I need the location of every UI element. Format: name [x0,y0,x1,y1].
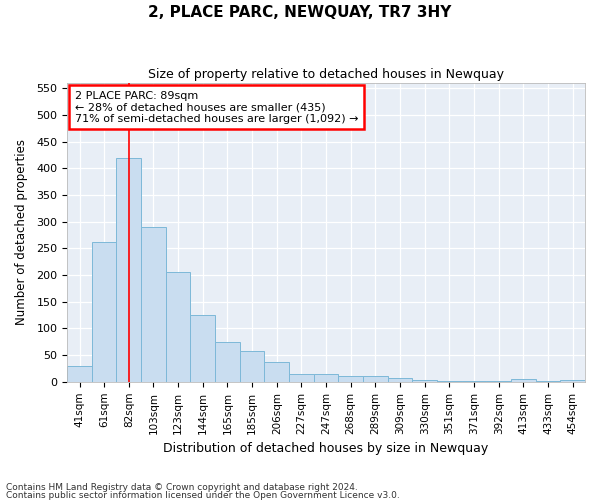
Bar [560,380,585,382]
Bar [437,381,462,382]
Bar [116,158,141,382]
Bar [166,272,190,382]
Text: Contains public sector information licensed under the Open Government Licence v3: Contains public sector information licen… [6,490,400,500]
Text: Contains HM Land Registry data © Crown copyright and database right 2024.: Contains HM Land Registry data © Crown c… [6,484,358,492]
Bar [338,376,363,382]
Title: Size of property relative to detached houses in Newquay: Size of property relative to detached ho… [148,68,504,80]
Bar [240,352,265,382]
Bar [412,380,437,382]
Bar [67,366,92,382]
Bar [388,378,412,382]
Y-axis label: Number of detached properties: Number of detached properties [15,140,28,326]
Bar [511,379,536,382]
Bar [215,342,240,382]
Bar [92,242,116,382]
Bar [190,314,215,382]
Bar [265,362,289,382]
Text: 2, PLACE PARC, NEWQUAY, TR7 3HY: 2, PLACE PARC, NEWQUAY, TR7 3HY [148,5,452,20]
Bar [363,376,388,382]
Bar [141,227,166,382]
Text: 2 PLACE PARC: 89sqm
← 28% of detached houses are smaller (435)
71% of semi-detac: 2 PLACE PARC: 89sqm ← 28% of detached ho… [75,90,358,124]
Bar [314,374,338,382]
Bar [289,374,314,382]
X-axis label: Distribution of detached houses by size in Newquay: Distribution of detached houses by size … [163,442,489,455]
